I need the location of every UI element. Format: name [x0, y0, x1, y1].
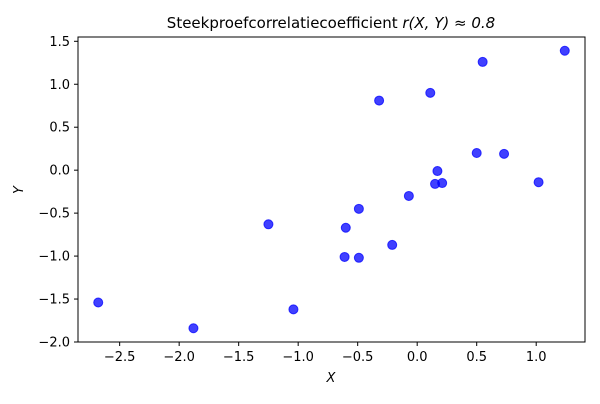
- x-tick-label: 0.5: [466, 350, 487, 365]
- y-tick-label: 0.0: [49, 164, 70, 179]
- data-point-3: [263, 219, 274, 230]
- x-tick-label: 1.0: [526, 350, 547, 365]
- data-point-9: [374, 95, 385, 106]
- data-point-15: [437, 178, 448, 189]
- x-axis-label: X: [326, 371, 337, 386]
- x-tick-label: −1.5: [223, 350, 255, 365]
- data-point-10: [387, 239, 398, 250]
- chart-title: Steekproefcorrelatiecoefficient r(X, Y) …: [167, 14, 495, 32]
- data-point-1: [93, 297, 104, 308]
- x-tick-label: −0.5: [342, 350, 374, 365]
- x-tick-label: −2.0: [163, 350, 195, 365]
- y-axis-label: Y: [12, 185, 27, 194]
- y-tick-label: −0.5: [38, 207, 70, 222]
- data-point-14: [432, 166, 443, 177]
- y-tick-label: 1.0: [49, 78, 70, 93]
- chart-title-text: Steekproefcorrelatiecoefficient: [167, 14, 403, 32]
- data-point-16: [471, 147, 482, 158]
- y-tick-label: 1.5: [49, 35, 70, 50]
- x-axis: −2.5 −2.0 −1.5 −1.0 −0.5 0.0 0.5 1.0: [104, 342, 547, 365]
- plot-frame: [77, 36, 586, 343]
- data-point-6: [340, 222, 351, 233]
- data-point-4: [288, 304, 299, 315]
- data-point-20: [559, 45, 570, 56]
- x-tick-label: −2.5: [104, 350, 136, 365]
- y-tick-label: 0.5: [49, 121, 70, 136]
- chart-title-math: r(X, Y) ≈ 0.8: [402, 14, 495, 32]
- data-point-17: [477, 56, 488, 67]
- data-point-11: [403, 190, 414, 201]
- data-point-8: [353, 203, 364, 214]
- data-points: [93, 45, 570, 334]
- data-point-2: [188, 323, 199, 334]
- x-tick-label: 0.0: [407, 350, 428, 365]
- data-point-7: [353, 252, 364, 263]
- y-tick-label: −1.5: [38, 293, 70, 308]
- x-tick-label: −1.0: [282, 350, 314, 365]
- data-point-5: [339, 251, 350, 262]
- y-axis: −2.0 −1.5 −1.0 −0.5 0.0 0.5 1.0 1.5: [38, 35, 78, 351]
- y-tick-label: −2.0: [38, 336, 70, 351]
- y-tick-label: −1.0: [38, 250, 70, 265]
- data-point-12: [425, 87, 436, 98]
- data-point-19: [533, 177, 544, 188]
- data-point-18: [499, 148, 510, 159]
